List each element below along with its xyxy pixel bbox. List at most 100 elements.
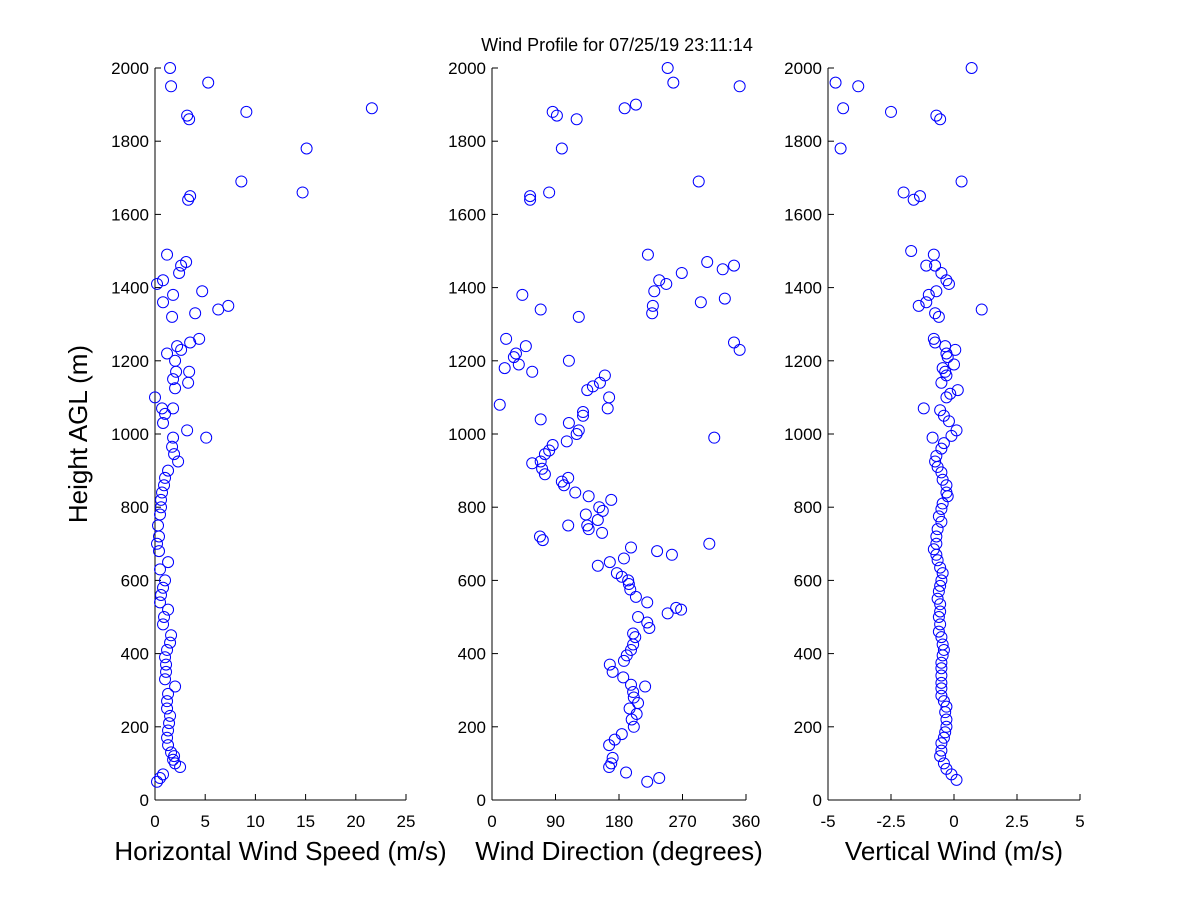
y-tick-label: 0 xyxy=(477,791,486,810)
x-tick-label: 10 xyxy=(246,812,265,831)
scatter-point xyxy=(550,109,563,122)
scatter-point xyxy=(593,501,606,514)
scatter-point xyxy=(165,629,178,642)
scatter-point xyxy=(167,288,180,301)
scatter-point xyxy=(174,761,187,774)
scatter-point xyxy=(159,407,172,420)
scatter-point xyxy=(728,259,741,272)
scatter-point xyxy=(534,303,547,316)
x-tick-label: 20 xyxy=(346,812,365,831)
y-tick-label: 1000 xyxy=(111,425,149,444)
scatter-point xyxy=(161,731,174,744)
scatter-point xyxy=(665,548,678,561)
scatter-point xyxy=(940,720,953,733)
scatter-point xyxy=(572,424,585,437)
scatter-point xyxy=(562,471,575,484)
x-tick-label: 2.5 xyxy=(1005,812,1029,831)
scatter-point xyxy=(157,417,170,430)
scatter-point xyxy=(171,340,184,353)
scatter-point xyxy=(158,479,171,492)
scatter-point xyxy=(935,466,948,479)
scatter-point xyxy=(160,665,173,678)
scatter-point xyxy=(164,62,177,74)
scatter-point xyxy=(149,391,161,404)
y-tick-label: 1200 xyxy=(111,352,149,371)
y-tick-label: 400 xyxy=(121,645,149,664)
scatter-point xyxy=(935,574,948,587)
scatter-point xyxy=(617,654,630,667)
scatter-point xyxy=(154,563,167,576)
scatter-point xyxy=(641,596,654,609)
scatter-point xyxy=(920,259,933,272)
y-tick-label: 1400 xyxy=(448,279,486,298)
scatter-point xyxy=(708,431,721,444)
y-tick-label: 200 xyxy=(458,718,486,737)
scatter-point xyxy=(512,358,525,371)
scatter-point xyxy=(625,713,638,726)
scatter-point xyxy=(935,744,948,757)
scatter-point xyxy=(296,186,309,199)
scatter-point xyxy=(937,757,950,770)
scatter-point xyxy=(934,750,947,763)
scatter-point xyxy=(202,76,215,89)
scatter-point xyxy=(648,285,661,298)
scatter-point xyxy=(175,259,188,272)
scatter-point xyxy=(948,358,960,371)
scatter-point xyxy=(519,340,532,353)
scatter-point xyxy=(159,471,172,484)
scatter-point xyxy=(930,530,943,543)
scatter-point xyxy=(577,409,590,422)
scatter-point xyxy=(670,601,683,614)
scatter-point xyxy=(500,332,513,345)
scatter-point xyxy=(929,307,942,320)
y-tick-label: 1400 xyxy=(111,279,149,298)
x-tick-label: 0 xyxy=(150,812,159,831)
scatter-point xyxy=(629,590,642,603)
y-tick-label: 1200 xyxy=(784,352,822,371)
scatter-point xyxy=(155,501,168,514)
scatter-point xyxy=(940,274,953,287)
scatter-point xyxy=(935,689,948,702)
scatter-point xyxy=(183,113,196,126)
scatter-point xyxy=(603,658,616,671)
y-tick-label: 600 xyxy=(458,571,486,590)
scatter-point xyxy=(170,365,183,378)
scatter-point xyxy=(189,307,202,320)
x-tick-label: 270 xyxy=(668,812,696,831)
scatter-point xyxy=(582,490,595,503)
y-tick-label: 800 xyxy=(121,498,149,517)
y-axis-label: Height AGL (m) xyxy=(63,345,93,523)
x-tick-label: 90 xyxy=(546,812,565,831)
scatter-point xyxy=(920,296,933,309)
scatter-point xyxy=(692,175,705,188)
scatter-point xyxy=(651,545,664,558)
scatter-point xyxy=(935,631,948,644)
scatter-point xyxy=(653,772,666,785)
scatter-point xyxy=(935,682,948,695)
scatter-point xyxy=(164,636,177,649)
scatter-point xyxy=(629,631,642,644)
scatter-point xyxy=(158,611,171,623)
scatter-point xyxy=(165,80,178,93)
scatter-point xyxy=(157,274,170,287)
scatter-point xyxy=(154,596,167,609)
scatter-point xyxy=(601,402,614,415)
y-tick-label: 0 xyxy=(140,791,149,810)
scatter-point xyxy=(675,266,688,279)
scatter-point xyxy=(641,248,654,261)
y-tick-label: 1800 xyxy=(111,132,149,151)
scatter-point xyxy=(718,292,731,305)
scatter-point xyxy=(591,559,604,572)
scatter-point xyxy=(667,76,680,89)
scatter-point xyxy=(572,310,585,323)
scatter-point xyxy=(533,530,546,543)
scatter-point xyxy=(935,737,948,750)
scatter-point xyxy=(615,570,628,583)
scatter-point xyxy=(937,437,950,450)
scatter-point xyxy=(534,455,547,468)
scatter-point xyxy=(934,598,947,611)
scatter-point xyxy=(639,680,652,693)
scatter-point xyxy=(934,605,947,618)
scatter-point xyxy=(151,775,164,788)
scatter-point xyxy=(660,277,673,290)
